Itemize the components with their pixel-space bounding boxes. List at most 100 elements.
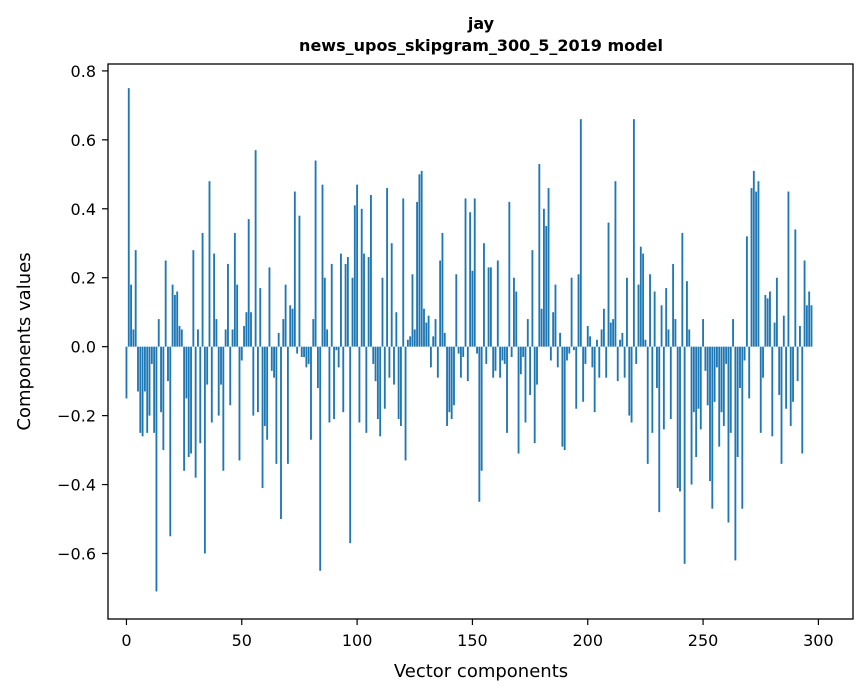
bar	[298, 215, 301, 347]
bar	[545, 226, 548, 347]
bar	[667, 329, 670, 347]
bar	[600, 329, 603, 347]
bar	[644, 339, 647, 347]
bar	[803, 260, 806, 347]
bar	[626, 277, 628, 347]
bar	[201, 232, 204, 347]
bar	[757, 181, 760, 347]
bar	[411, 274, 414, 347]
bar	[222, 346, 225, 471]
bar	[238, 346, 241, 461]
x-axis-label: Vector components	[394, 661, 568, 682]
y-axis-label: Components values	[14, 252, 35, 430]
bar	[358, 346, 361, 423]
bar	[771, 346, 774, 437]
bar	[418, 174, 421, 347]
bar	[649, 274, 651, 347]
bar	[503, 346, 506, 364]
bar	[247, 219, 250, 347]
bar	[524, 346, 527, 423]
bar	[326, 329, 329, 347]
bar	[462, 346, 465, 358]
bar	[141, 346, 144, 437]
bar	[360, 208, 363, 347]
bar	[739, 346, 741, 389]
bar	[725, 346, 728, 364]
bar	[208, 181, 211, 347]
bar	[686, 281, 688, 347]
bar	[340, 253, 342, 347]
bar	[596, 339, 598, 347]
bar	[289, 305, 292, 347]
y-axis-ticks: −0.6 −0.4 −0.2 0.0 0.2 0.4 0.6 0.8	[57, 62, 108, 564]
bar	[220, 346, 222, 385]
x-tick-label: 0	[121, 631, 131, 650]
bar	[277, 332, 280, 347]
bar	[773, 322, 776, 347]
bar	[665, 288, 668, 347]
bar	[782, 315, 785, 347]
bar	[494, 346, 497, 371]
bar	[254, 150, 257, 347]
bar	[748, 346, 751, 399]
bar	[439, 260, 442, 347]
bar	[718, 346, 721, 447]
bar	[466, 346, 469, 382]
bar	[513, 277, 515, 347]
bar	[623, 346, 626, 378]
bar	[328, 346, 331, 423]
bar	[215, 319, 218, 347]
bar	[344, 263, 347, 347]
bar	[157, 319, 160, 347]
bar	[282, 319, 285, 347]
bar	[139, 346, 142, 433]
bar	[766, 298, 769, 347]
bar	[577, 274, 580, 347]
x-tick-label: 300	[803, 631, 834, 650]
bar	[346, 257, 349, 347]
bar	[489, 267, 492, 347]
bar	[702, 319, 704, 347]
bar	[390, 243, 393, 347]
bar	[268, 267, 271, 347]
x-tick-label: 150	[457, 631, 488, 650]
bar	[137, 346, 139, 392]
bar	[291, 308, 294, 347]
bar	[531, 250, 534, 347]
bar	[436, 346, 439, 378]
bar	[270, 346, 273, 371]
bar	[695, 346, 698, 457]
bar	[799, 325, 801, 347]
chart-subtitle: news_upos_skipgram_300_5_2019 model	[299, 36, 663, 55]
bar	[335, 346, 338, 351]
bar	[496, 260, 499, 347]
bar	[296, 346, 299, 354]
bar	[619, 339, 621, 347]
bar	[349, 346, 352, 544]
bar	[402, 198, 405, 347]
bar	[190, 346, 192, 454]
bar	[164, 260, 167, 347]
bar	[552, 312, 555, 347]
bar	[750, 188, 753, 347]
bar	[443, 332, 446, 347]
bar	[759, 346, 762, 433]
bar	[699, 346, 702, 430]
bar	[526, 319, 529, 347]
bar	[778, 346, 781, 395]
bar	[651, 346, 654, 433]
bar	[178, 325, 181, 347]
bar	[653, 291, 656, 347]
bar	[605, 346, 608, 378]
bar	[473, 198, 476, 347]
bar	[579, 119, 582, 347]
bar	[153, 346, 156, 433]
bar	[609, 322, 612, 347]
bar	[709, 346, 711, 482]
bar	[307, 346, 310, 364]
x-tick-label: 200	[572, 631, 603, 650]
bar	[469, 212, 472, 347]
bar	[441, 232, 444, 347]
bar	[711, 346, 714, 509]
bar	[183, 346, 186, 471]
